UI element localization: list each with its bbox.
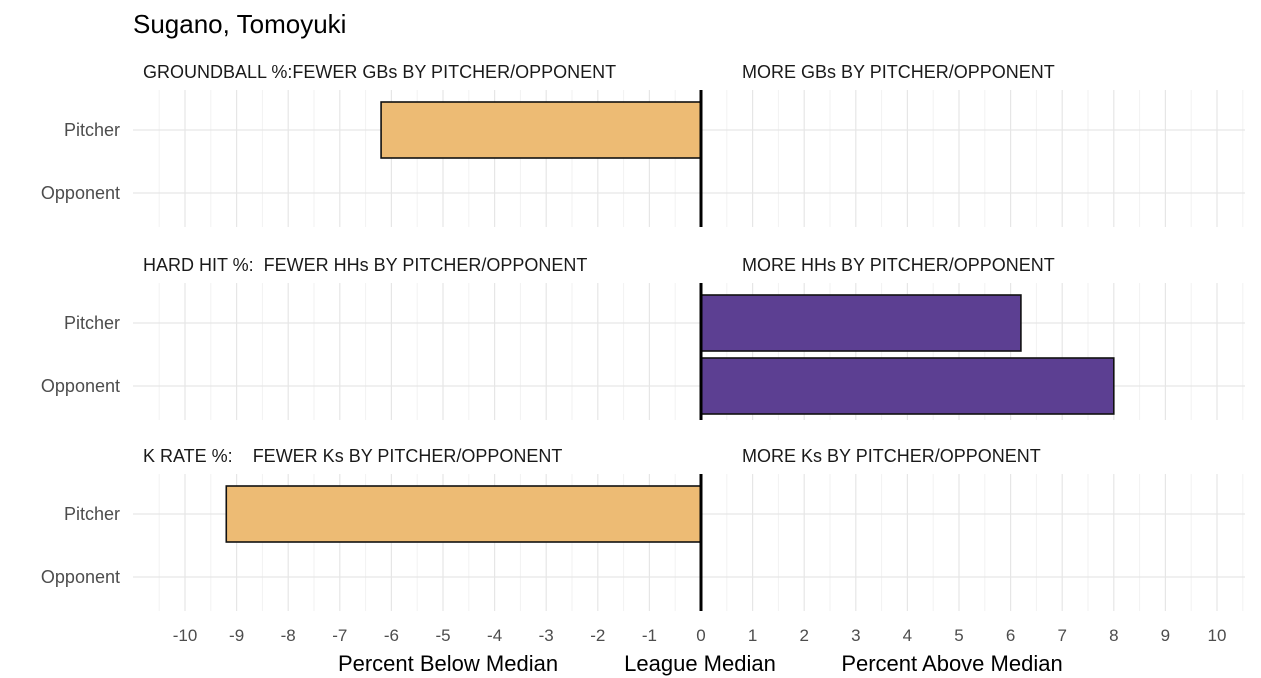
x-tick-label: 2: [799, 626, 808, 645]
x-tick-label: -7: [332, 626, 347, 645]
y-label-opponent: Opponent: [41, 183, 120, 203]
x-tick-label: -10: [173, 626, 198, 645]
y-label-opponent: Opponent: [41, 567, 120, 587]
panel-label-left: K RATE %: FEWER Ks BY PITCHER/OPPONENT: [143, 446, 562, 466]
x-tick-label: 5: [954, 626, 963, 645]
x-axis: -10 -9 -8 -7 -6 -5 -4 -3 -2 -1 0 1 2 3 4 5 6 7 8 9 10Percent…: [173, 626, 1227, 676]
chart-panels: GROUNDBALL %:FEWER GBs BY PITCHER/OPPONE…: [41, 62, 1245, 611]
panel-2: HARD HIT %: FEWER HHs BY PITCHER/OPPONEN…: [41, 255, 1245, 420]
x-tick-label: 0: [696, 626, 705, 645]
x-tick-label: 9: [1161, 626, 1170, 645]
chart-title: Sugano, Tomoyuki: [133, 9, 346, 39]
x-tick-label: -4: [487, 626, 502, 645]
x-tick-label: -6: [384, 626, 399, 645]
panel-1: GROUNDBALL %:FEWER GBs BY PITCHER/OPPONE…: [41, 62, 1245, 227]
x-axis-label: Percent Above Median: [841, 651, 1062, 676]
y-label-pitcher: Pitcher: [64, 504, 120, 524]
panel-label-right: MORE Ks BY PITCHER/OPPONENT: [742, 446, 1041, 466]
bar-opponent: [700, 357, 1115, 415]
panel-label-left: HARD HIT %: FEWER HHs BY PITCHER/OPPONEN…: [143, 255, 587, 275]
x-tick-label: 8: [1109, 626, 1118, 645]
x-tick-label: -5: [435, 626, 450, 645]
x-tick-label: 1: [748, 626, 757, 645]
x-axis-label: League Median: [624, 651, 776, 676]
x-tick-label: -2: [590, 626, 605, 645]
bar-pitcher: [700, 294, 1022, 352]
y-label-pitcher: Pitcher: [64, 120, 120, 140]
x-tick-label: -9: [229, 626, 244, 645]
x-tick-label: 7: [1057, 626, 1066, 645]
panel-label-right: MORE HHs BY PITCHER/OPPONENT: [742, 255, 1055, 275]
x-tick-label: 10: [1208, 626, 1227, 645]
bar-pitcher: [225, 485, 702, 543]
x-tick-label: -1: [642, 626, 657, 645]
panel-label-right: MORE GBs BY PITCHER/OPPONENT: [742, 62, 1055, 82]
x-tick-label: 6: [1006, 626, 1015, 645]
x-tick-label: -3: [539, 626, 554, 645]
x-tick-label: 3: [851, 626, 860, 645]
panel-label-left: GROUNDBALL %:FEWER GBs BY PITCHER/OPPONE…: [143, 62, 616, 82]
x-tick-label: 4: [903, 626, 912, 645]
bar-pitcher: [380, 101, 702, 159]
panel-3: K RATE %: FEWER Ks BY PITCHER/OPPONENT MO…: [41, 446, 1245, 611]
x-tick-label: -8: [281, 626, 296, 645]
y-label-pitcher: Pitcher: [64, 313, 120, 333]
x-axis-label: Percent Below Median: [338, 651, 558, 676]
y-label-opponent: Opponent: [41, 376, 120, 396]
